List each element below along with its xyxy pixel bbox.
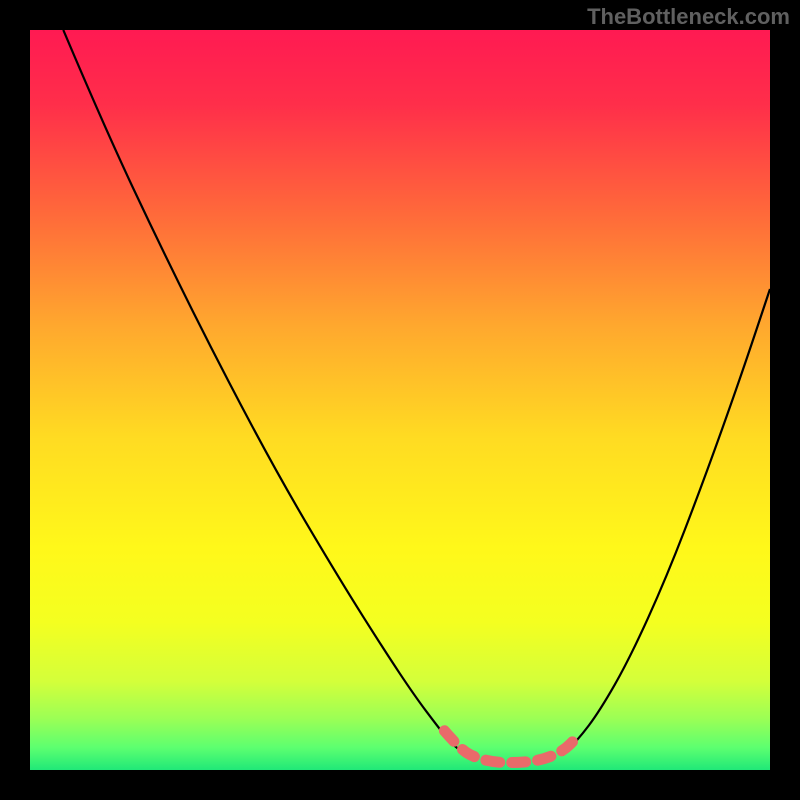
bottleneck-chart [30,30,770,770]
gradient-background [30,30,770,770]
chart-container: TheBottleneck.com [0,0,800,800]
attribution-text: TheBottleneck.com [587,4,790,30]
